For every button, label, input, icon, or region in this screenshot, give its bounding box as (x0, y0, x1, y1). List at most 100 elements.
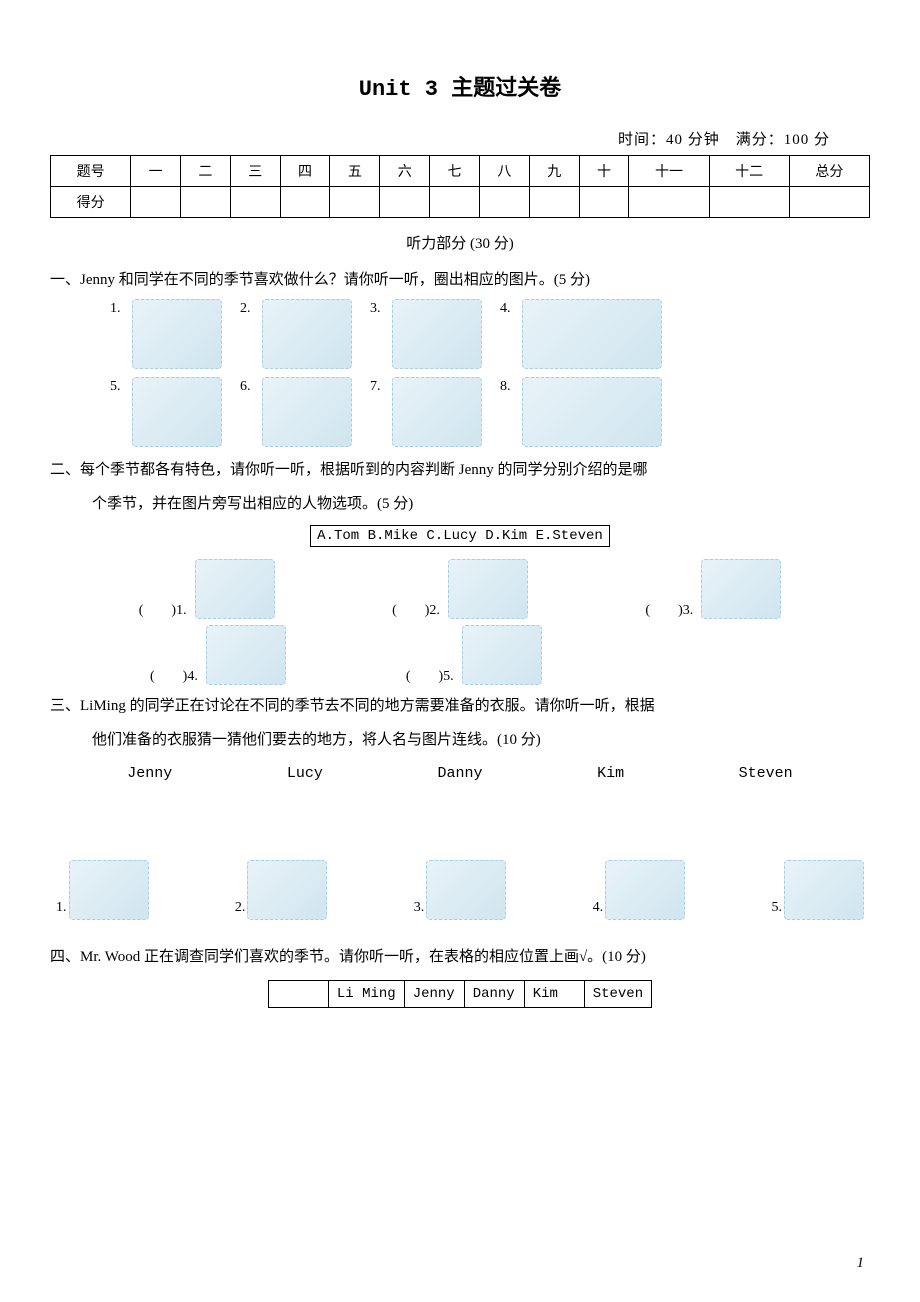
cell[interactable] (330, 187, 380, 218)
section1-row1: 1. 2. 3. 4. (50, 299, 870, 369)
list-item: ( )1. (139, 559, 275, 619)
section3-names: Jenny Lucy Danny Kim Steven (50, 759, 870, 800)
place-image-icon (247, 860, 327, 920)
place-image-icon (69, 860, 149, 920)
cell: 题号 (51, 156, 131, 187)
answer-blank[interactable]: ( )3. (645, 599, 693, 619)
name-label: Jenny (127, 765, 172, 782)
cell: 十一 (629, 156, 709, 187)
section3-images: 1. 2. 3. 4. 5. (50, 860, 870, 920)
section1-prompt: 一、Jenny 和同学在不同的季节喜欢做什么？请你听一听，圈出相应的图片。(5 … (50, 265, 870, 295)
cell: 四 (280, 156, 330, 187)
section3-prompt-line2: 他们准备的衣服猜一猜他们要去的地方，将人名与图片连线。(10 分) (50, 725, 870, 755)
section3-prompt-line1: 三、LiMing 的同学正在讨论在不同的季节去不同的地方需要准备的衣服。请你听一… (50, 691, 870, 721)
section2-row1: ( )1. ( )2. ( )3. (50, 559, 870, 619)
item-number: 8. (500, 377, 518, 395)
section2-row2: ( )4. ( )5. (50, 625, 870, 685)
season-image-icon (462, 625, 542, 685)
section1-row2: 5. 6. 7. 8. (50, 377, 870, 447)
cell[interactable] (180, 187, 230, 218)
list-item: 5. (110, 377, 222, 447)
item-number: 3. (370, 299, 388, 317)
cell: 九 (529, 156, 579, 187)
cell: 十 (579, 156, 629, 187)
page-title: Unit 3 主题过关卷 (50, 70, 870, 102)
item-number: 2. (235, 900, 246, 920)
listening-header: 听力部分 (30 分) (50, 232, 870, 253)
cell[interactable] (709, 187, 789, 218)
item-number: 1. (110, 299, 128, 317)
name-label: Kim (597, 765, 624, 782)
place-image-icon (784, 860, 864, 920)
cell[interactable] (230, 187, 280, 218)
activity-image-icon (392, 377, 482, 447)
score-grid: 题号 一 二 三 四 五 六 七 八 九 十 十一 十二 总分 得分 (50, 155, 870, 218)
table-row: 题号 一 二 三 四 五 六 七 八 九 十 十一 十二 总分 (51, 156, 870, 187)
name-label: Lucy (287, 765, 323, 782)
item-number: 7. (370, 377, 388, 395)
activity-image-icon (392, 299, 482, 369)
cell[interactable] (280, 187, 330, 218)
section4-table: Li Ming Jenny Danny Kim Steven (268, 980, 652, 1008)
matching-space[interactable] (50, 800, 870, 860)
cell: 五 (330, 156, 380, 187)
list-item: 7. (370, 377, 482, 447)
activity-image-icon (262, 299, 352, 369)
activity-image-icon (132, 377, 222, 447)
item-number: 2. (240, 299, 258, 317)
list-item: ( )3. (645, 559, 781, 619)
cell: 八 (479, 156, 529, 187)
list-item: ( )2. (392, 559, 528, 619)
item-number: 6. (240, 377, 258, 395)
answer-blank[interactable]: ( )2. (392, 599, 440, 619)
time-score-line: 时间：40 分钟 满分：100 分 (50, 128, 870, 149)
cell[interactable] (579, 187, 629, 218)
list-item: 8. (500, 377, 662, 447)
place-image-icon (426, 860, 506, 920)
list-item: 3. (414, 860, 507, 920)
season-image-icon (701, 559, 781, 619)
activity-image-icon (262, 377, 352, 447)
cell: 二 (180, 156, 230, 187)
season-image-icon (195, 559, 275, 619)
section2-prompt-line2: 个季节，并在图片旁写出相应的人物选项。(5 分) (50, 489, 870, 519)
list-item: 2. (235, 860, 328, 920)
item-number: 4. (500, 299, 518, 317)
cell: 得分 (51, 187, 131, 218)
section2-prompt-line1: 二、每个季节都各有特色，请你听一听，根据听到的内容判断 Jenny 的同学分别介… (50, 455, 870, 485)
list-item: ( )4. (150, 625, 286, 685)
cell: 十二 (709, 156, 789, 187)
cell: Jenny (404, 981, 464, 1008)
list-item: 1. (110, 299, 222, 369)
cell[interactable] (131, 187, 181, 218)
cell[interactable] (789, 187, 869, 218)
season-image-icon (448, 559, 528, 619)
activity-image-icon (522, 299, 662, 369)
cell[interactable] (380, 187, 430, 218)
cell: 三 (230, 156, 280, 187)
list-item: 2. (240, 299, 352, 369)
season-image-icon (206, 625, 286, 685)
cell[interactable] (479, 187, 529, 218)
answer-blank[interactable]: ( )1. (139, 599, 187, 619)
cell[interactable] (529, 187, 579, 218)
list-item: 5. (772, 860, 865, 920)
table-row: Li Ming Jenny Danny Kim Steven (268, 981, 651, 1008)
cell: Danny (464, 981, 524, 1008)
cell[interactable] (629, 187, 709, 218)
answer-blank[interactable]: ( )5. (406, 665, 454, 685)
item-number: 3. (414, 900, 425, 920)
list-item: ( )5. (406, 625, 542, 685)
answer-blank[interactable]: ( )4. (150, 665, 198, 685)
item-number: 5. (110, 377, 128, 395)
cell: Kim (524, 981, 584, 1008)
cell: Li Ming (328, 981, 404, 1008)
cell[interactable] (430, 187, 480, 218)
place-image-icon (605, 860, 685, 920)
list-item: 4. (500, 299, 662, 369)
item-number: 5. (772, 900, 783, 920)
activity-image-icon (132, 299, 222, 369)
cell: 七 (430, 156, 480, 187)
list-item: 4. (593, 860, 686, 920)
table-row: 得分 (51, 187, 870, 218)
